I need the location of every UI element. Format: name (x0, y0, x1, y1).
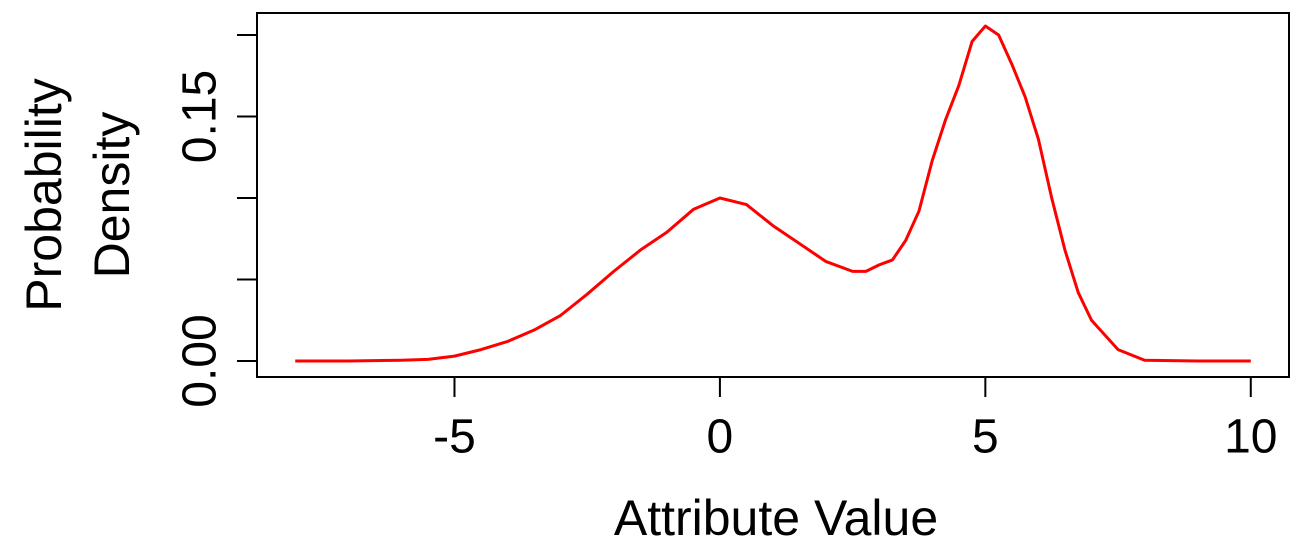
x-tick-label: 0 (707, 411, 734, 464)
plot-frame (256, 12, 1290, 378)
density-line (295, 24, 1251, 363)
y-tick-label: 0.00 (174, 314, 227, 407)
x-tick-label: -5 (433, 411, 476, 464)
x-axis-title: Attribute Value (614, 490, 938, 546)
y-axis-title: Density (84, 112, 140, 279)
y-tick-label: 0.15 (174, 70, 227, 163)
x-tick-label: 5 (972, 411, 999, 464)
x-tick-label: 10 (1224, 411, 1277, 464)
y-axis-title: Probability (16, 78, 72, 311)
